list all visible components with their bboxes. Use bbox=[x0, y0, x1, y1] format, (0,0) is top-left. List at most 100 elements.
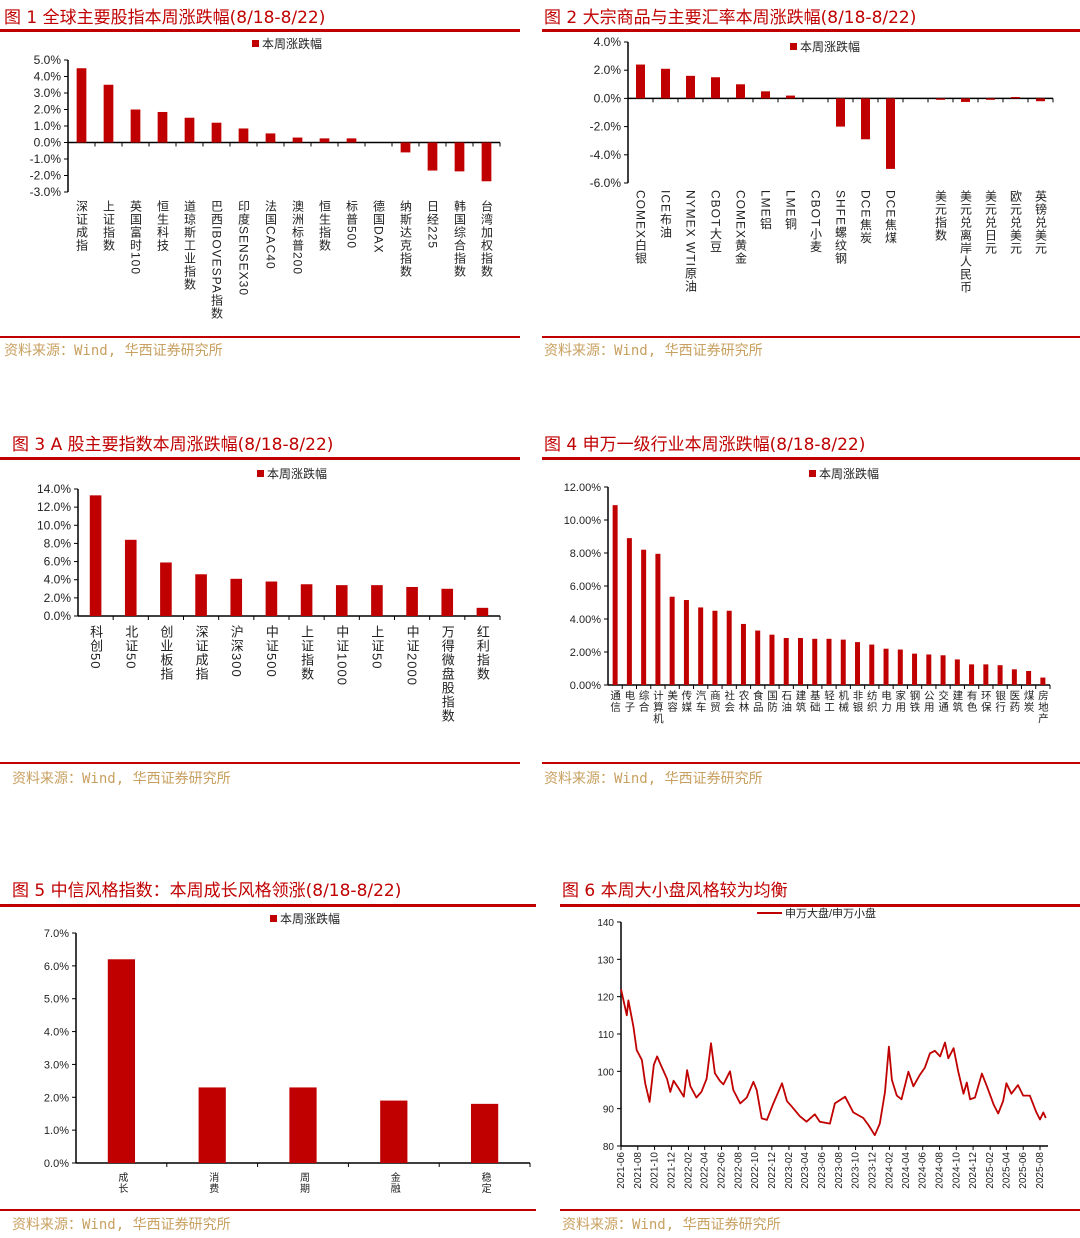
category-label: 上证50 bbox=[369, 625, 384, 669]
category-label: 纺织 bbox=[866, 689, 878, 713]
bar-传媒 bbox=[683, 600, 689, 685]
bar-COMEX白银 bbox=[636, 64, 645, 99]
figure-5-source: 资料来源：Wind, 华西证券研究所 bbox=[12, 1217, 231, 1233]
category-label: DCE焦炭 bbox=[859, 190, 873, 244]
category-label: 美容 bbox=[666, 689, 678, 713]
category-label: 传媒 bbox=[680, 690, 692, 713]
y-tick-label: 4.0% bbox=[594, 35, 622, 49]
bar-日经225 bbox=[427, 142, 438, 171]
y-tick-label: 12.00% bbox=[564, 482, 602, 494]
category-label: 深证成指 bbox=[75, 200, 89, 252]
figure-2-bottom-rule bbox=[542, 336, 1080, 338]
category-label: 巴西IBOVESPA指数 bbox=[210, 200, 224, 320]
bar-计算机 bbox=[655, 553, 661, 685]
category-label: LME铝 bbox=[759, 190, 773, 231]
bar-消费 bbox=[198, 1087, 226, 1163]
x-tick-label: 2024-04 bbox=[901, 1152, 912, 1189]
y-tick-label: 2.0% bbox=[44, 591, 72, 605]
x-tick-label: 2021-08 bbox=[633, 1152, 644, 1189]
bar-国防 bbox=[769, 634, 775, 685]
bar-上证指数 bbox=[103, 84, 114, 143]
category-label: 国防 bbox=[766, 690, 778, 713]
category-label: 公用 bbox=[923, 690, 935, 713]
figure-4-top-rule bbox=[542, 457, 1080, 460]
y-tick-label: 100 bbox=[597, 1067, 614, 1078]
bar-深证成指 bbox=[195, 574, 207, 616]
x-tick-label: 2024-12 bbox=[968, 1152, 979, 1189]
category-label: 标普500 bbox=[345, 200, 359, 249]
bar-有色 bbox=[969, 664, 975, 685]
bar-非银 bbox=[855, 642, 861, 685]
bar-中证1000 bbox=[335, 585, 348, 616]
category-label: 创业板指 bbox=[158, 625, 173, 681]
y-tick-label: 2.0% bbox=[34, 103, 62, 117]
x-tick-label: 2022-12 bbox=[767, 1152, 778, 1189]
category-label: COMEX黄金 bbox=[734, 190, 748, 265]
category-label: 房地产 bbox=[1037, 689, 1049, 724]
y-tick-label: 8.00% bbox=[570, 548, 601, 560]
figure-2-top-rule bbox=[542, 29, 1080, 32]
bar-房地产 bbox=[1040, 677, 1046, 685]
category-label: 英国富时100 bbox=[129, 200, 143, 275]
bar-上证指数 bbox=[300, 584, 313, 616]
bar-北证50 bbox=[124, 539, 137, 616]
figure-1-bottom-rule bbox=[0, 336, 520, 338]
bar-社会 bbox=[726, 610, 732, 685]
category-label: 电力 bbox=[880, 689, 892, 713]
series-line bbox=[620, 989, 1047, 1137]
bar-上证50 bbox=[371, 585, 383, 616]
legend-swatch bbox=[809, 470, 816, 477]
x-tick-label: 2024-10 bbox=[951, 1152, 962, 1189]
bar-SHFE螺纹钢 bbox=[836, 98, 845, 127]
figure-1-title: 图 1 全球主要股指本周涨跌幅(8/18-8/22) bbox=[4, 8, 326, 28]
y-tick-label: 8.0% bbox=[44, 536, 72, 550]
category-label: 轻工 bbox=[823, 689, 835, 713]
category-label: 综合 bbox=[638, 689, 650, 713]
bar-美元指数 bbox=[936, 98, 945, 100]
y-tick-label: 3.0% bbox=[34, 86, 62, 100]
x-tick-label: 2022-04 bbox=[700, 1152, 711, 1189]
category-label: 有色 bbox=[966, 689, 978, 713]
bar-交通 bbox=[940, 655, 946, 685]
category-label: 红利指数 bbox=[475, 624, 490, 681]
category-label: 汽车 bbox=[695, 689, 707, 713]
figure-3-bottom-rule bbox=[0, 762, 520, 764]
bar-万得微盘股指数 bbox=[441, 588, 454, 616]
x-tick-label: 2021-12 bbox=[666, 1152, 677, 1189]
category-label: 煤炭 bbox=[1023, 689, 1035, 713]
y-tick-label: 1.0% bbox=[44, 1125, 69, 1137]
bar-欧元兑美元 bbox=[1011, 96, 1020, 99]
x-tick-label: 2022-10 bbox=[750, 1152, 761, 1189]
category-label: 银行 bbox=[994, 689, 1006, 713]
figure-4-chart: 12.00%10.00%8.00%6.00%4.00%2.00%0.00%通信电… bbox=[564, 466, 1051, 725]
category-label: SHFE螺纹钢 bbox=[834, 190, 848, 265]
category-label: 恒生科技 bbox=[156, 200, 170, 252]
legend-label: 本周涨跌幅 bbox=[819, 466, 879, 481]
y-tick-label: 0.0% bbox=[34, 136, 62, 150]
bar-银行 bbox=[997, 665, 1003, 685]
category-label: LME铜 bbox=[784, 190, 798, 231]
category-label: CBOT小麦 bbox=[809, 190, 823, 253]
category-label: 成长 bbox=[116, 1172, 128, 1194]
category-label: 钢铁 bbox=[909, 689, 921, 713]
bar-金融 bbox=[380, 1100, 408, 1163]
bar-COMEX黄金 bbox=[736, 84, 745, 99]
bar-轻工 bbox=[826, 638, 832, 685]
category-label: 沪深300 bbox=[229, 624, 244, 677]
bar-美元兑离岸人民币 bbox=[961, 98, 970, 102]
category-label: 社会 bbox=[723, 689, 735, 713]
category-label: 电子 bbox=[623, 689, 635, 713]
y-tick-label: 4.0% bbox=[44, 573, 72, 587]
y-tick-label: 80 bbox=[603, 1142, 615, 1153]
bar-基础 bbox=[812, 638, 818, 685]
x-tick-label: 2024-02 bbox=[884, 1152, 895, 1189]
category-label: 美元指数 bbox=[934, 190, 948, 242]
category-label: NYMEX WTI原油 bbox=[684, 190, 698, 293]
bar-法国CAC40 bbox=[265, 133, 276, 143]
bar-恒生指数 bbox=[319, 138, 330, 143]
bar-农林 bbox=[740, 623, 746, 685]
figure-1-source: 资料来源：Wind, 华西证券研究所 bbox=[4, 343, 223, 359]
x-tick-label: 2021-10 bbox=[650, 1152, 661, 1189]
y-tick-label: -1.0% bbox=[30, 152, 62, 166]
